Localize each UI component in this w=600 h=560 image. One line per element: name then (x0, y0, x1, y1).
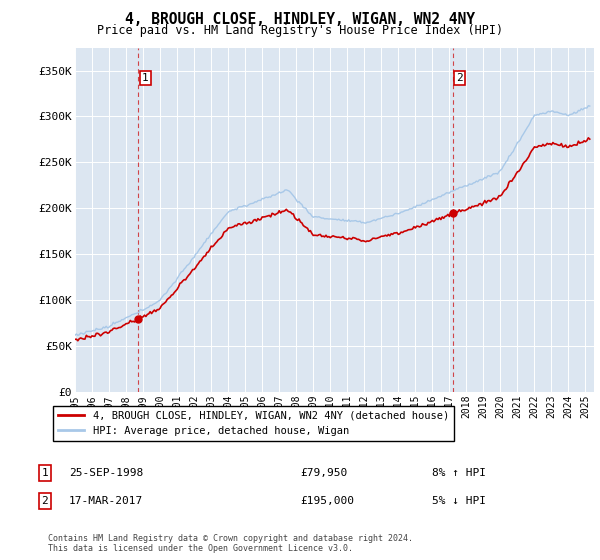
Text: £79,950: £79,950 (300, 468, 347, 478)
Legend: 4, BROUGH CLOSE, HINDLEY, WIGAN, WN2 4NY (detached house), HPI: Average price, d: 4, BROUGH CLOSE, HINDLEY, WIGAN, WN2 4NY… (53, 405, 454, 441)
Text: 25-SEP-1998: 25-SEP-1998 (69, 468, 143, 478)
Text: 5% ↓ HPI: 5% ↓ HPI (432, 496, 486, 506)
Text: 17-MAR-2017: 17-MAR-2017 (69, 496, 143, 506)
Text: 1: 1 (41, 468, 49, 478)
Text: £195,000: £195,000 (300, 496, 354, 506)
Text: Contains HM Land Registry data © Crown copyright and database right 2024.
This d: Contains HM Land Registry data © Crown c… (48, 534, 413, 553)
Text: Price paid vs. HM Land Registry's House Price Index (HPI): Price paid vs. HM Land Registry's House … (97, 24, 503, 36)
Text: 2: 2 (457, 73, 463, 83)
Text: 2: 2 (41, 496, 49, 506)
Text: 4, BROUGH CLOSE, HINDLEY, WIGAN, WN2 4NY: 4, BROUGH CLOSE, HINDLEY, WIGAN, WN2 4NY (125, 12, 475, 27)
Text: 1: 1 (142, 73, 149, 83)
Text: 8% ↑ HPI: 8% ↑ HPI (432, 468, 486, 478)
